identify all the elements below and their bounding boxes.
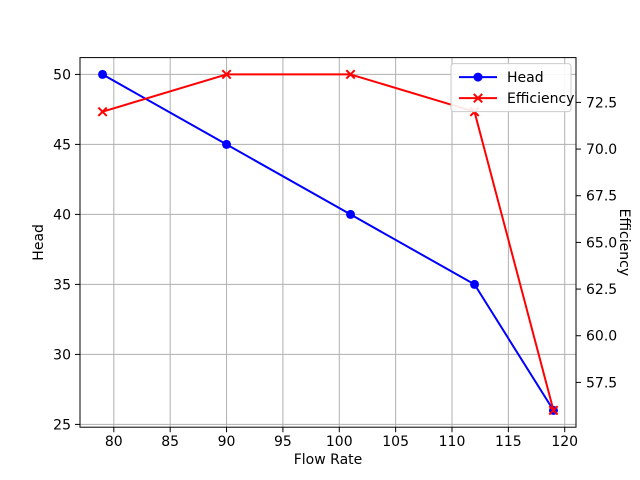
x-marker-stroke bbox=[548, 405, 559, 416]
head-marker bbox=[222, 139, 232, 149]
legend-x-marker-icon bbox=[473, 93, 483, 104]
legend-item-head: Head bbox=[459, 70, 544, 86]
head-marker bbox=[470, 279, 480, 289]
x-marker-stroke bbox=[97, 106, 108, 117]
left-tick-label: 50 bbox=[53, 67, 71, 83]
right-axis-label: Efficiency bbox=[616, 209, 632, 276]
left-tick-label: 45 bbox=[53, 137, 71, 153]
x-axis-label: Flow Rate bbox=[294, 452, 363, 468]
left-axis-label: Head bbox=[31, 224, 47, 261]
efficiency-marker bbox=[97, 106, 108, 117]
x-axis: 80 85 90 95 100 105 110 115 120 bbox=[105, 427, 578, 450]
legend-label: Head bbox=[507, 70, 544, 86]
legend-item-efficiency: Efficiency bbox=[459, 91, 574, 107]
right-tick-label: 65.0 bbox=[586, 235, 617, 251]
efficiency-series bbox=[97, 69, 559, 416]
x-marker-stroke bbox=[221, 69, 232, 80]
x-tick-label: 90 bbox=[218, 434, 236, 450]
left-y-axis: 25 30 35 40 45 50 bbox=[53, 67, 80, 433]
left-tick-label: 35 bbox=[53, 277, 71, 293]
legend-circle-marker-icon bbox=[473, 72, 483, 82]
x-tick-label: 85 bbox=[161, 434, 179, 450]
right-tick-label: 70.0 bbox=[586, 142, 617, 158]
right-tick-label: 60.0 bbox=[586, 329, 617, 345]
left-tick-label: 30 bbox=[53, 347, 71, 363]
efficiency-marker bbox=[548, 405, 559, 416]
right-tick-label: 67.5 bbox=[586, 189, 617, 205]
right-y-axis: 57.5 60.0 62.5 65.0 67.5 70.0 72.5 bbox=[576, 95, 617, 391]
x-tick-label: 105 bbox=[382, 434, 409, 450]
x-marker-stroke bbox=[345, 69, 356, 80]
plot-background bbox=[80, 57, 576, 428]
efficiency-marker bbox=[345, 69, 356, 80]
left-tick-label: 40 bbox=[53, 207, 71, 223]
legend: Head Efficiency bbox=[450, 63, 574, 113]
x-tick-label: 100 bbox=[326, 434, 353, 450]
head-marker bbox=[346, 209, 356, 219]
right-tick-label: 57.5 bbox=[586, 375, 617, 391]
x-tick-label: 110 bbox=[439, 434, 466, 450]
right-tick-label: 72.5 bbox=[586, 95, 617, 111]
x-tick-label: 80 bbox=[105, 434, 123, 450]
x-marker-stroke bbox=[473, 93, 483, 104]
efficiency-marker bbox=[221, 69, 232, 80]
right-tick-label: 62.5 bbox=[586, 282, 617, 298]
head-marker bbox=[98, 69, 108, 79]
left-tick-label: 25 bbox=[53, 417, 71, 433]
x-tick-label: 95 bbox=[274, 434, 292, 450]
x-tick-label: 115 bbox=[495, 434, 522, 450]
legend-label: Efficiency bbox=[507, 91, 574, 107]
x-tick-label: 120 bbox=[551, 434, 578, 450]
